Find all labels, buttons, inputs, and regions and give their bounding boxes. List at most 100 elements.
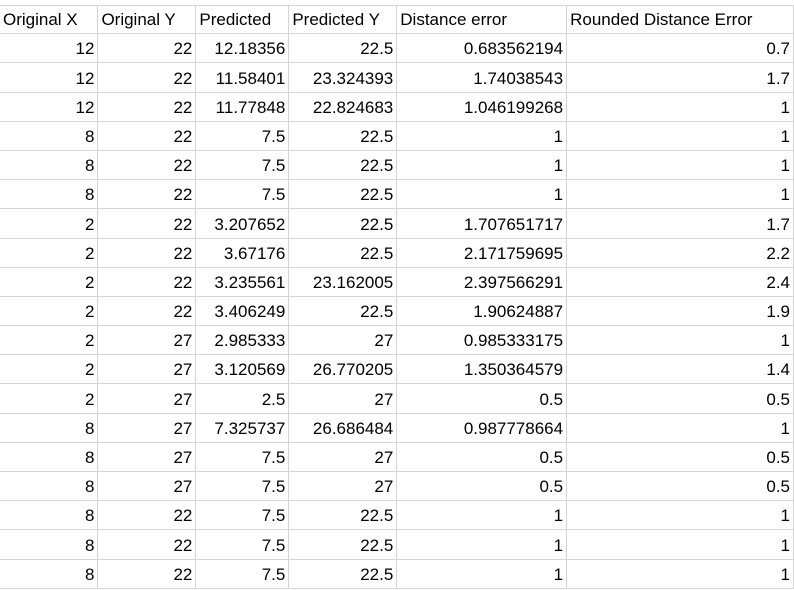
cell-original-y[interactable]: 22 <box>97 529 197 560</box>
cell-rounded-distance-error[interactable]: 1.4 <box>566 354 794 385</box>
cell-original-y[interactable]: 22 <box>97 238 197 268</box>
cell-distance-error[interactable]: 1 <box>396 529 568 560</box>
cell-original-y[interactable]: 22 <box>97 62 197 93</box>
cell-distance-error[interactable]: 1 <box>396 500 568 531</box>
cell-original-y[interactable]: 27 <box>97 442 197 473</box>
cell-rounded-distance-error[interactable]: 1.7 <box>566 62 794 93</box>
header-cell-rounded-distance-error[interactable]: Rounded Distance Error <box>566 5 794 35</box>
cell-predicted[interactable]: 11.58401 <box>195 62 290 93</box>
cell-rounded-distance-error[interactable]: 2.4 <box>566 267 794 297</box>
cell-original-x[interactable]: 2 <box>0 208 99 239</box>
cell-original-x[interactable]: 2 <box>0 383 99 414</box>
cell-original-y[interactable]: 22 <box>97 500 197 531</box>
cell-predicted-y[interactable]: 22.5 <box>288 121 398 151</box>
cell-original-x[interactable]: 12 <box>0 92 99 122</box>
cell-predicted[interactable]: 3.406249 <box>195 296 290 327</box>
cell-predicted[interactable]: 7.5 <box>195 442 290 473</box>
cell-distance-error[interactable]: 1 <box>396 559 568 589</box>
cell-original-x[interactable]: 8 <box>0 500 99 531</box>
cell-predicted-y[interactable]: 22.5 <box>288 296 398 327</box>
cell-rounded-distance-error[interactable]: 1.7 <box>566 208 794 239</box>
cell-distance-error[interactable]: 1 <box>396 179 568 210</box>
cell-original-x[interactable]: 12 <box>0 33 99 64</box>
cell-predicted-y[interactable]: 23.162005 <box>288 267 398 297</box>
cell-original-y[interactable]: 22 <box>97 559 197 589</box>
cell-predicted[interactable]: 7.5 <box>195 121 290 151</box>
cell-original-x[interactable]: 8 <box>0 559 99 589</box>
header-cell-predicted-y[interactable]: Predicted Y <box>288 5 398 35</box>
cell-distance-error[interactable]: 1.74038543 <box>396 62 568 93</box>
header-cell-original-y[interactable]: Original Y <box>97 5 197 35</box>
cell-original-y[interactable]: 27 <box>97 383 197 414</box>
cell-original-y[interactable]: 27 <box>97 413 197 443</box>
cell-original-x[interactable]: 8 <box>0 121 99 151</box>
cell-original-y[interactable]: 22 <box>97 150 197 181</box>
cell-original-y[interactable]: 22 <box>97 267 197 297</box>
cell-predicted-y[interactable]: 27 <box>288 325 398 356</box>
cell-rounded-distance-error[interactable]: 0.5 <box>566 442 794 473</box>
cell-predicted-y[interactable]: 22.5 <box>288 559 398 589</box>
cell-predicted[interactable]: 7.5 <box>195 471 290 502</box>
cell-predicted[interactable]: 7.5 <box>195 559 290 589</box>
cell-predicted-y[interactable]: 26.686484 <box>288 413 398 443</box>
cell-distance-error[interactable]: 2.397566291 <box>396 267 568 297</box>
cell-original-x[interactable]: 2 <box>0 354 99 385</box>
cell-predicted-y[interactable]: 22.5 <box>288 33 398 64</box>
cell-predicted-y[interactable]: 27 <box>288 383 398 414</box>
cell-original-x[interactable]: 12 <box>0 62 99 93</box>
cell-distance-error[interactable]: 2.171759695 <box>396 238 568 268</box>
cell-original-y[interactable]: 27 <box>97 325 197 356</box>
cell-original-y[interactable]: 22 <box>97 179 197 210</box>
cell-predicted[interactable]: 7.325737 <box>195 413 290 443</box>
cell-predicted[interactable]: 12.18356 <box>195 33 290 64</box>
cell-distance-error[interactable]: 1 <box>396 121 568 151</box>
cell-rounded-distance-error[interactable]: 1 <box>566 150 794 181</box>
cell-distance-error[interactable]: 1.90624887 <box>396 296 568 327</box>
cell-rounded-distance-error[interactable]: 1.9 <box>566 296 794 327</box>
cell-original-x[interactable]: 8 <box>0 150 99 181</box>
cell-rounded-distance-error[interactable]: 0.5 <box>566 471 794 502</box>
cell-predicted[interactable]: 7.5 <box>195 179 290 210</box>
cell-predicted[interactable]: 3.207652 <box>195 208 290 239</box>
cell-rounded-distance-error[interactable]: 2.2 <box>566 238 794 268</box>
cell-predicted[interactable]: 7.5 <box>195 529 290 560</box>
header-cell-original-x[interactable]: Original X <box>0 5 99 35</box>
cell-predicted-y[interactable]: 22.5 <box>288 179 398 210</box>
cell-predicted-y[interactable]: 22.5 <box>288 500 398 531</box>
cell-distance-error[interactable]: 0.5 <box>396 383 568 414</box>
cell-original-x[interactable]: 2 <box>0 296 99 327</box>
cell-predicted-y[interactable]: 22.5 <box>288 238 398 268</box>
cell-predicted-y[interactable]: 26.770205 <box>288 354 398 385</box>
cell-predicted-y[interactable]: 27 <box>288 471 398 502</box>
cell-original-x[interactable]: 2 <box>0 238 99 268</box>
cell-original-x[interactable]: 8 <box>0 471 99 502</box>
cell-original-x[interactable]: 2 <box>0 325 99 356</box>
cell-predicted-y[interactable]: 27 <box>288 442 398 473</box>
cell-original-y[interactable]: 22 <box>97 208 197 239</box>
cell-original-x[interactable]: 8 <box>0 529 99 560</box>
cell-predicted[interactable]: 7.5 <box>195 150 290 181</box>
cell-distance-error[interactable]: 0.987778664 <box>396 413 568 443</box>
cell-rounded-distance-error[interactable]: 0.7 <box>566 33 794 64</box>
cell-original-y[interactable]: 22 <box>97 121 197 151</box>
cell-original-x[interactable]: 8 <box>0 442 99 473</box>
cell-predicted[interactable]: 7.5 <box>195 500 290 531</box>
cell-original-x[interactable]: 8 <box>0 413 99 443</box>
cell-predicted[interactable]: 11.77848 <box>195 92 290 122</box>
cell-rounded-distance-error[interactable]: 1 <box>566 179 794 210</box>
cell-rounded-distance-error[interactable]: 1 <box>566 500 794 531</box>
cell-distance-error[interactable]: 1.046199268 <box>396 92 568 122</box>
header-cell-predicted[interactable]: Predicted <box>195 5 290 35</box>
cell-distance-error[interactable]: 0.683562194 <box>396 33 568 64</box>
cell-distance-error[interactable]: 1 <box>396 150 568 181</box>
cell-predicted-y[interactable]: 22.5 <box>288 529 398 560</box>
cell-predicted-y[interactable]: 22.5 <box>288 208 398 239</box>
cell-original-y[interactable]: 22 <box>97 92 197 122</box>
cell-predicted[interactable]: 3.120569 <box>195 354 290 385</box>
cell-rounded-distance-error[interactable]: 1 <box>566 325 794 356</box>
cell-rounded-distance-error[interactable]: 1 <box>566 92 794 122</box>
cell-distance-error[interactable]: 0.5 <box>396 442 568 473</box>
cell-predicted[interactable]: 2.5 <box>195 383 290 414</box>
cell-predicted-y[interactable]: 23.324393 <box>288 62 398 93</box>
cell-original-y[interactable]: 22 <box>97 33 197 64</box>
